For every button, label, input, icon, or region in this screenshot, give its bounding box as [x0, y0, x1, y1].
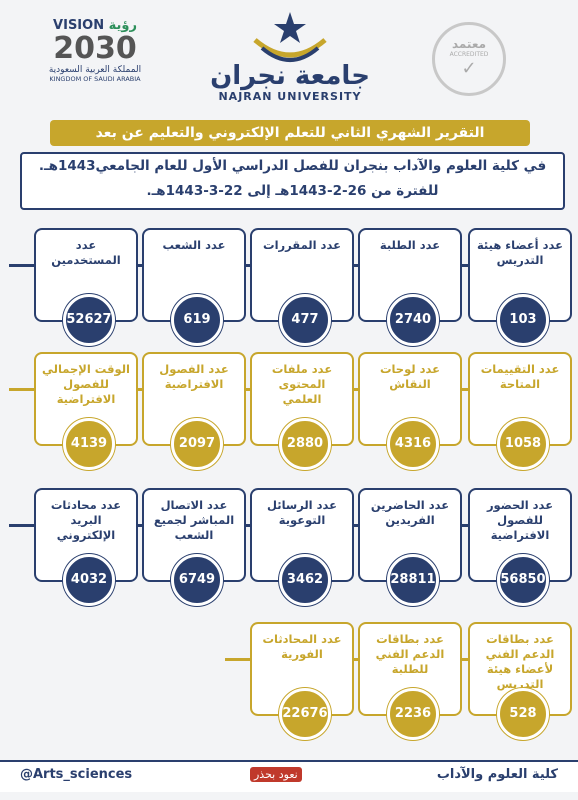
vision-latin: VISION — [53, 18, 105, 33]
subtitle-line: في كلية العلوم والآداب بنجران للفصل الدر… — [38, 158, 547, 174]
title-banner: التقرير الشهري الثاني للتعلم الإلكتروني … — [50, 120, 530, 146]
stat-value: 6749 — [171, 554, 223, 606]
subtitle-box: في كلية العلوم والآداب بنجران للفصل الدر… — [20, 152, 565, 210]
stat-value: 28811 — [387, 554, 439, 606]
stat-value: 52627 — [63, 294, 115, 346]
stat-value: 22676 — [279, 688, 331, 740]
footer-handle: @Arts_sciences — [20, 767, 133, 782]
accredited-badge: معتمد ACCREDITED ✓ — [432, 22, 506, 96]
university-logo: جامعة نجران NAJRAN UNIVERSITY — [200, 62, 380, 103]
badge-english: ACCREDITED — [449, 51, 489, 58]
footer: @Arts_sciences نعود بحذر كلية العلوم وال… — [0, 760, 578, 792]
vision-country-ar: المملكة العربية السعودية — [48, 65, 142, 75]
stat-value: 528 — [497, 688, 549, 740]
university-emblem — [253, 12, 327, 62]
university-arabic: جامعة نجران — [210, 61, 370, 91]
campaign-logo: نعود بحذر — [250, 767, 302, 782]
university-english: NAJRAN UNIVERSITY — [218, 90, 362, 103]
stat-value: 477 — [279, 294, 331, 346]
vision-logo: VISION رؤية 2030 المملكة العربية السعودي… — [40, 18, 150, 98]
stat-value: 2236 — [387, 688, 439, 740]
stat-value: 3462 — [279, 554, 331, 606]
stat-value: 4139 — [63, 418, 115, 470]
subtitle-line: للفترة من 26-2-1443هـ إلى 22-3-1443هـ. — [146, 183, 439, 199]
vision-arabic: رؤية — [108, 18, 137, 33]
stat-value: 1058 — [497, 418, 549, 470]
stat-value: 4316 — [387, 418, 439, 470]
footer-college: كلية العلوم والآداب — [436, 767, 558, 782]
stat-value: 2740 — [387, 294, 439, 346]
stat-value: 2880 — [279, 418, 331, 470]
stat-value: 2097 — [171, 418, 223, 470]
vision-year: 2030 — [53, 31, 137, 66]
stat-value: 619 — [171, 294, 223, 346]
stat-value: 4032 — [63, 554, 115, 606]
vision-country-en: KINGDOM OF SAUDI ARABIA — [49, 75, 141, 83]
badge-arabic: معتمد — [451, 37, 487, 51]
stat-card: عدد المقررات — [250, 228, 354, 322]
stat-value: 56850 — [497, 554, 549, 606]
stat-value: 103 — [497, 294, 549, 346]
